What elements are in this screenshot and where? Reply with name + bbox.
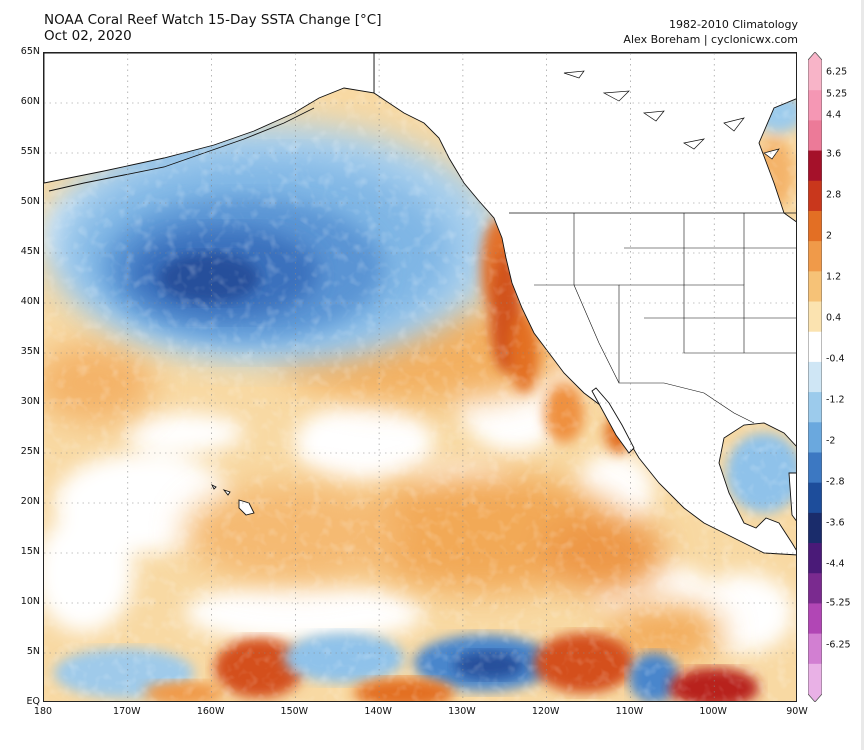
colorbar-band (808, 120, 822, 152)
colorbar-band (808, 633, 822, 665)
lat-label: 20N (20, 496, 40, 507)
lat-label: 40N (20, 296, 40, 307)
colorbar-band (808, 331, 822, 363)
colorbar-band (808, 543, 822, 574)
lon-label: 90W (786, 706, 808, 717)
map-credits: 1982-2010 Climatology Alex Boreham | cyc… (623, 17, 798, 47)
colorbar-label: 1.2 (826, 271, 842, 283)
map-canvas (44, 53, 796, 701)
colorbar-label: 4.4 (826, 109, 842, 121)
colorbar-band (808, 603, 822, 635)
colorbar-extend-top (808, 52, 822, 60)
colorbar-band (808, 150, 822, 182)
map-title: NOAA Coral Reef Watch 15-Day SSTA Change… (44, 12, 382, 28)
graticule (44, 53, 796, 701)
frame-edge (861, 0, 864, 750)
lon-label: 100W (699, 706, 727, 717)
colorbar-label: -6.25 (826, 639, 851, 651)
colorbar (808, 52, 822, 702)
lon-label: 110W (615, 706, 644, 717)
lat-label: 65N (20, 46, 40, 57)
colorbar-band (808, 271, 822, 303)
colorbar-label: 3.6 (826, 148, 842, 160)
colorbar-label: -3.6 (826, 517, 845, 529)
colorbar-band (808, 210, 822, 242)
lat-label: 55N (20, 146, 40, 157)
lat-label: 15N (20, 546, 40, 557)
colorbar-label: 2.8 (826, 189, 842, 201)
lat-label: 50N (20, 196, 40, 207)
map-header: NOAA Coral Reef Watch 15-Day SSTA Change… (44, 12, 381, 44)
colorbar-label: -2 (826, 435, 836, 447)
colorbar-band (808, 60, 822, 91)
lon-label: 120W (531, 706, 560, 717)
lat-label: 5N (26, 646, 40, 657)
credit-label: Alex Boreham | cyclonicwx.com (623, 33, 798, 46)
anomaly-map (43, 52, 797, 702)
colorbar-label: 6.25 (826, 66, 848, 78)
lat-label: 45N (20, 246, 40, 257)
colorbar-band (808, 392, 822, 423)
lat-label: 10N (20, 596, 40, 607)
lon-label: 150W (280, 706, 309, 717)
colorbar-label: -1.2 (826, 394, 845, 406)
lon-label: 170W (113, 706, 141, 717)
colorbar-band (808, 90, 822, 121)
lon-label: 160W (196, 706, 225, 717)
colorbar-extend-bottom (808, 694, 822, 702)
colorbar-label: 0.4 (826, 312, 842, 324)
colorbar-band (808, 482, 822, 514)
lat-label: 30N (20, 396, 40, 407)
colorbar-band (808, 180, 822, 212)
colorbar-band (808, 241, 822, 272)
lat-label: EQ (26, 696, 40, 707)
colorbar-band (808, 663, 822, 695)
lon-label: 140W (364, 706, 392, 717)
colorbar-label: -4.4 (826, 558, 845, 570)
landmass (44, 53, 796, 556)
colorbar-band (808, 573, 822, 604)
lon-label: 180 (33, 706, 53, 717)
colorbar-band (808, 361, 822, 393)
colorbar-label: -5.25 (826, 597, 851, 609)
colorbar-band (808, 452, 822, 484)
colorbar-label: -2.8 (826, 476, 845, 488)
colorbar-label: 5.25 (826, 88, 848, 100)
colorbar-band (808, 512, 822, 544)
lon-label: 130W (448, 706, 476, 717)
lat-label: 25N (20, 446, 40, 457)
climatology-label: 1982-2010 Climatology (668, 18, 798, 31)
colorbar-label: -0.4 (826, 353, 845, 365)
lat-label: 60N (20, 96, 40, 107)
lat-label: 35N (20, 346, 40, 357)
colorbar-label: 2 (826, 230, 833, 242)
colorbar-band (808, 422, 822, 453)
colorbar-band (808, 301, 822, 333)
map-date: Oct 02, 2020 (44, 28, 132, 44)
colorbar-bands (808, 52, 822, 702)
